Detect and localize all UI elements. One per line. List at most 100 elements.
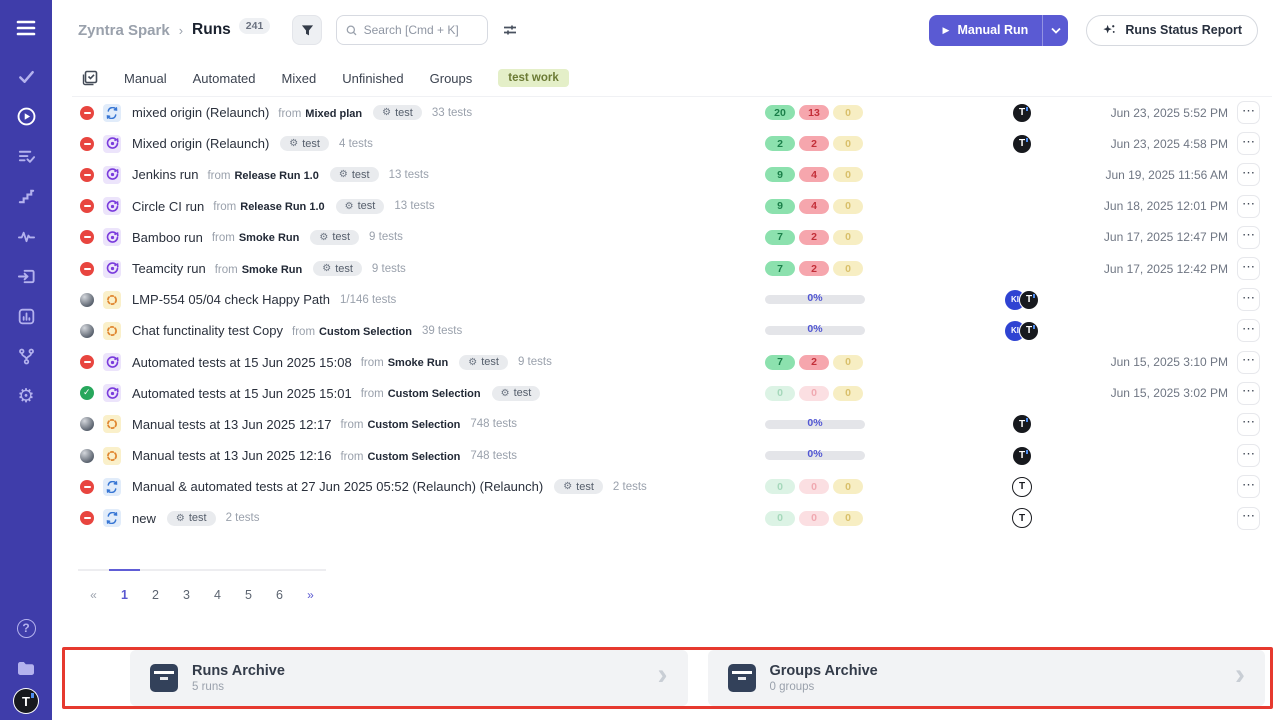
filter-button[interactable] xyxy=(292,15,323,45)
avatar[interactable]: T xyxy=(1019,289,1039,310)
runs-status-report-button[interactable]: Runs Status Report xyxy=(1086,14,1258,46)
tests-count: 9 tests xyxy=(369,231,403,244)
avatar[interactable]: T xyxy=(1019,320,1039,341)
pagination-page-2[interactable]: 2 xyxy=(140,568,171,602)
run-row[interactable]: Automated tests at 15 Jun 2025 15:01 fro… xyxy=(72,378,1272,409)
row-menu-button[interactable]: ⋯ xyxy=(1237,506,1260,530)
breadcrumb-parent[interactable]: Zyntra Spark xyxy=(78,21,170,39)
row-menu-button[interactable]: ⋯ xyxy=(1237,412,1260,436)
run-title: Circle CI run xyxy=(132,198,205,214)
sidebar-menu-icon[interactable] xyxy=(0,0,52,56)
failed-count-pill: 13 xyxy=(799,105,829,121)
progress-value: 0% xyxy=(807,416,823,429)
sidebar-list-check-icon[interactable] xyxy=(0,136,52,176)
pagination-prev[interactable]: « xyxy=(78,568,109,602)
gear-icon: ⚙ xyxy=(344,200,354,212)
failed-count-pill: 2 xyxy=(799,229,829,245)
row-menu-button[interactable]: ⋯ xyxy=(1237,319,1260,343)
tab-unfinished[interactable]: Unfinished xyxy=(342,70,404,86)
stopped-status-icon xyxy=(80,167,94,182)
sidebar-folder-icon[interactable] xyxy=(0,648,52,688)
sidebar-box-arrow-icon[interactable] xyxy=(0,256,52,296)
page-title: Runs xyxy=(192,21,231,38)
tab-manual[interactable]: Manual xyxy=(124,70,167,86)
row-menu-button[interactable]: ⋯ xyxy=(1237,444,1260,468)
gear-icon: ⚙ xyxy=(382,107,392,119)
archive-title: Runs Archive xyxy=(192,663,285,679)
pagination-page-5[interactable]: 5 xyxy=(233,568,264,602)
pagination-page-4[interactable]: 4 xyxy=(202,568,233,602)
select-all-icon[interactable] xyxy=(82,70,98,86)
sidebar-gear-icon[interactable]: ⚙ xyxy=(17,385,35,407)
row-menu-button[interactable]: ⋯ xyxy=(1237,350,1260,374)
run-row[interactable]: mixed origin (Relaunch) from Mixed plan ⚙… xyxy=(72,97,1272,128)
report-label: Runs Status Report xyxy=(1125,23,1242,37)
stopped-status-icon xyxy=(80,511,94,526)
search-box[interactable] xyxy=(336,15,489,45)
manual-run-button[interactable]: ▶ Manual Run xyxy=(928,14,1043,46)
row-menu-button[interactable]: ⋯ xyxy=(1237,475,1260,499)
workspace-logo[interactable]: T xyxy=(13,688,39,714)
avatar[interactable]: T xyxy=(1012,133,1032,154)
environment-badge: ⚙ test xyxy=(280,136,329,152)
pagination-page-6[interactable]: 6 xyxy=(264,568,295,602)
avatar[interactable]: T xyxy=(1012,476,1032,497)
stopped-status-icon xyxy=(80,261,94,276)
sidebar-steps-icon[interactable] xyxy=(0,176,52,216)
avatar[interactable]: T xyxy=(1012,102,1032,123)
row-menu-button[interactable]: ⋯ xyxy=(1237,257,1260,281)
runs-archive-card[interactable]: Runs Archive 5 runs › xyxy=(130,650,688,706)
run-row[interactable]: Chat functinality test Copy from Custom S… xyxy=(72,315,1272,346)
avatar[interactable]: T xyxy=(1012,414,1032,435)
row-menu-button[interactable]: ⋯ xyxy=(1237,163,1260,187)
passed-count-pill: 7 xyxy=(765,354,795,370)
search-input[interactable] xyxy=(363,23,479,37)
row-menu-button[interactable]: ⋯ xyxy=(1237,194,1260,218)
row-menu-button[interactable]: ⋯ xyxy=(1237,101,1260,125)
tab-mixed[interactable]: Mixed xyxy=(281,70,317,86)
manual-run-dropdown-button[interactable] xyxy=(1042,14,1069,46)
tab-automated[interactable]: Automated xyxy=(192,70,256,86)
run-row[interactable]: Manual tests at 13 Jun 2025 12:17 from Cu… xyxy=(72,409,1272,440)
pagination-page-3[interactable]: 3 xyxy=(171,568,202,602)
run-row[interactable]: Automated tests at 15 Jun 2025 15:08 fro… xyxy=(72,347,1272,378)
sidebar-pulse-icon[interactable] xyxy=(0,216,52,256)
run-row[interactable]: Manual & automated tests at 27 Jun 2025 … xyxy=(72,471,1272,502)
sidebar-check-icon[interactable] xyxy=(0,56,52,96)
run-row[interactable]: Jenkins run from Release Run 1.0 ⚙ test 13… xyxy=(72,159,1272,190)
run-row[interactable]: Circle CI run from Release Run 1.0 ⚙ test … xyxy=(72,191,1272,222)
run-row[interactable]: Bamboo run from Smoke Run ⚙ test 9 tests 7… xyxy=(72,222,1272,253)
avatar[interactable]: T xyxy=(1012,508,1032,529)
row-menu-button[interactable]: ⋯ xyxy=(1237,132,1260,156)
row-menu-button[interactable]: ⋯ xyxy=(1237,381,1260,405)
environment-tag[interactable]: test work xyxy=(498,69,569,87)
tests-count: 33 tests xyxy=(431,106,473,119)
tab-groups[interactable]: Groups xyxy=(429,70,473,86)
run-row[interactable]: Teamcity run from Smoke Run ⚙ test 9 tests… xyxy=(72,253,1272,284)
row-menu-button[interactable]: ⋯ xyxy=(1237,225,1260,249)
passed-count-pill: 7 xyxy=(765,261,795,277)
pagination-page-1[interactable]: 1 xyxy=(109,568,140,602)
assignee-avatars: T xyxy=(998,102,1046,123)
sidebar-help-icon[interactable]: ? xyxy=(0,608,52,648)
run-row[interactable]: Manual tests at 13 Jun 2025 12:16 from Cu… xyxy=(72,440,1272,471)
view-settings-button[interactable] xyxy=(502,22,518,38)
run-stats: 20 13 0 xyxy=(765,105,863,121)
failed-count-pill: 2 xyxy=(799,136,829,152)
row-menu-button[interactable]: ⋯ xyxy=(1237,288,1260,312)
pending-count-pill: 0 xyxy=(833,385,863,401)
sidebar-play-circle-icon[interactable] xyxy=(0,96,52,136)
run-title: Teamcity run xyxy=(132,261,206,277)
sidebar-branch-icon[interactable] xyxy=(0,336,52,376)
funnel-icon xyxy=(301,24,313,35)
sidebar-bar-chart-icon[interactable] xyxy=(0,296,52,336)
pagination-next[interactable]: » xyxy=(295,568,326,602)
groups-archive-card[interactable]: Groups Archive 0 groups › xyxy=(707,650,1265,706)
stopped-status-icon xyxy=(80,479,94,494)
avatar[interactable]: T xyxy=(1012,445,1032,466)
assignee-avatars: T xyxy=(998,476,1046,497)
run-row[interactable]: LMP-554 05/04 check Happy Path 1/146 tes… xyxy=(72,284,1272,315)
